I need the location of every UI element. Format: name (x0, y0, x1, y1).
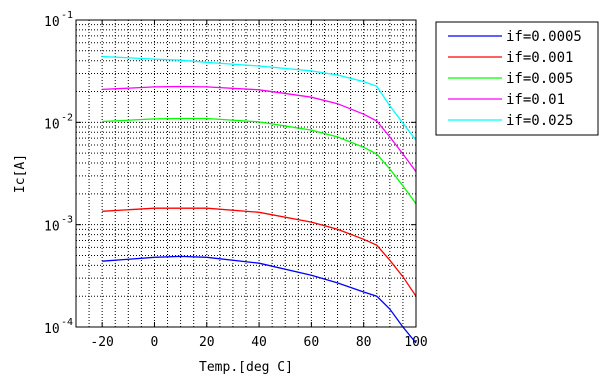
y-tick-label-exponent: -4 (61, 317, 73, 328)
series-line (102, 207, 417, 297)
y-tick-label-base: 10 (44, 322, 60, 337)
series-line (102, 117, 417, 205)
y-tick-label-base: 10 (44, 220, 60, 235)
y-tick-label-exponent: -2 (61, 112, 73, 123)
y-tick-label-base: 10 (44, 15, 60, 30)
legend-entry-label: if=0.025 (506, 113, 573, 129)
x-tick-label: 100 (404, 335, 427, 350)
series-line (102, 85, 417, 172)
y-axis-label: Ic[A] (13, 154, 28, 193)
x-axis-ticks: -20 0 20 40 60 80 100 (90, 20, 428, 350)
legend-entry-label: if=0.001 (506, 50, 573, 66)
x-tick-label: -20 (90, 335, 113, 350)
x-tick-label: 20 (199, 335, 215, 350)
grid (76, 20, 416, 327)
y-axis-ticks: 10-110-210-310-4 (44, 10, 416, 337)
x-tick-label: 60 (304, 335, 320, 350)
legend-entry-label: if=0.01 (506, 92, 565, 108)
y-tick-label-exponent: -1 (61, 10, 73, 21)
y-tick-label-exponent: -3 (61, 215, 73, 226)
series-line (102, 55, 417, 141)
x-axis-label: Temp.[deg C] (199, 360, 293, 375)
y-tick-label-base: 10 (44, 117, 60, 132)
x-tick-label: 40 (251, 335, 267, 350)
series-lines (102, 55, 417, 344)
plot-area-frame (75, 19, 417, 328)
x-tick-label: 80 (356, 335, 372, 350)
legend-entry-label: if=0.0005 (506, 29, 582, 45)
x-tick-label: 0 (151, 335, 159, 350)
legend-entry-label: if=0.005 (506, 71, 573, 87)
legend: if=0.0005 if=0.001 if=0.005 if=0.01 if=0.025 (435, 21, 599, 136)
series-line (102, 255, 417, 344)
